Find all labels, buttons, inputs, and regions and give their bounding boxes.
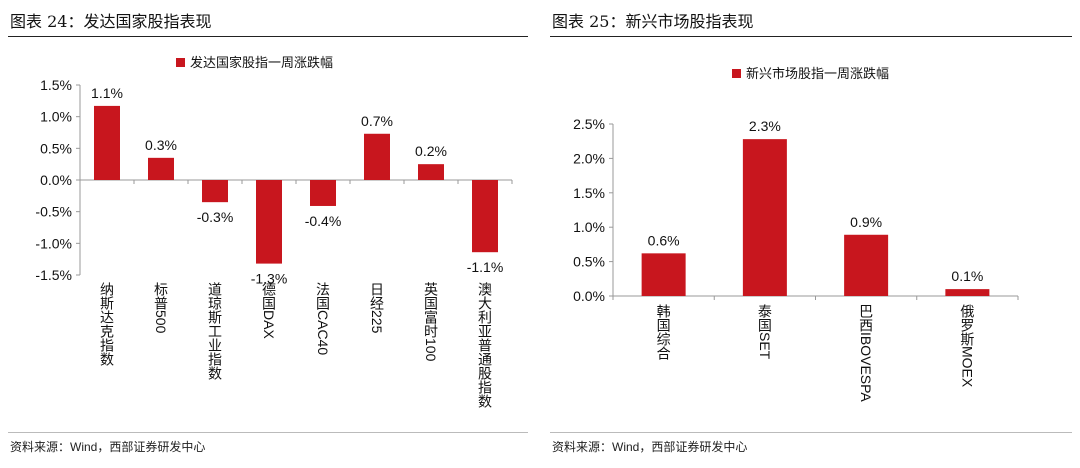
y-tick-label: 1.0%	[573, 219, 605, 235]
bar	[364, 133, 390, 180]
y-tick-label: 0.5%	[40, 140, 72, 156]
legend-swatch	[732, 69, 741, 78]
y-tick-label: -0.5%	[35, 204, 72, 220]
category-label: 法国CAC40	[315, 282, 331, 355]
y-tick-label: 1.5%	[40, 77, 72, 93]
right-chart-title: 图表 25：新兴市场股指表现	[552, 12, 754, 31]
bar	[256, 180, 282, 264]
bar	[148, 157, 174, 180]
category-label: 英国富时100	[423, 281, 439, 361]
category-label: 日经225	[369, 282, 385, 334]
y-tick-label: 0.5%	[573, 254, 605, 270]
bar	[94, 105, 120, 180]
data-label: -1.3%	[251, 271, 288, 287]
bar	[472, 180, 498, 253]
category-label: 道琼斯工业指数	[207, 282, 223, 380]
bar	[310, 180, 336, 206]
y-tick-label: 0.0%	[40, 172, 72, 188]
data-label: 2.3%	[749, 118, 781, 134]
category-label: 德国DAX	[261, 282, 277, 339]
right-bottom-rule	[550, 432, 1072, 433]
left-bottom-rule	[8, 432, 528, 433]
data-label: 0.3%	[145, 137, 177, 153]
legend-label: 发达国家股指一周涨跌幅	[190, 55, 333, 70]
right-source: 资料来源：Wind，西部证券研发中心	[552, 440, 748, 454]
data-label: -1.1%	[467, 259, 504, 275]
bar	[418, 164, 444, 180]
right-title-rule	[550, 36, 1072, 37]
y-tick-label: -1.5%	[35, 267, 72, 283]
bar	[202, 180, 228, 203]
category-label: 标普500	[153, 282, 169, 334]
data-label: 1.1%	[91, 85, 123, 101]
category-label: 泰国SET	[757, 304, 773, 360]
data-label: -0.3%	[197, 209, 234, 225]
bar	[945, 289, 990, 296]
category-label: 纳斯达克指数	[99, 282, 115, 366]
y-tick-label: 2.0%	[573, 150, 605, 166]
legend-label: 新兴市场股指一周涨跌幅	[746, 66, 889, 81]
data-label: 0.6%	[648, 232, 680, 248]
data-label: 0.9%	[850, 214, 882, 230]
y-tick-label: -1.0%	[35, 235, 72, 251]
data-label: 0.7%	[361, 113, 393, 129]
legend-swatch	[176, 58, 185, 67]
bar	[844, 234, 889, 296]
category-label: 巴西IBOVESPA	[858, 304, 874, 402]
y-tick-label: 1.5%	[573, 185, 605, 201]
bar	[641, 253, 686, 296]
y-tick-label: 2.5%	[573, 116, 605, 132]
category-label: 澳大利亚普通股指数	[477, 282, 493, 408]
category-label: 韩国综合	[656, 304, 672, 360]
y-tick-label: 1.0%	[40, 109, 72, 125]
bar	[742, 139, 787, 296]
data-label: 0.2%	[415, 143, 447, 159]
category-label: 俄罗斯MOEX	[959, 304, 975, 388]
data-label: 0.1%	[951, 268, 983, 284]
data-label: -0.4%	[305, 213, 342, 229]
y-tick-label: 0.0%	[573, 288, 605, 304]
left-title-rule	[8, 36, 528, 37]
left-source: 资料来源：Wind，西部证券研发中心	[10, 440, 206, 454]
left-chart-title: 图表 24：发达国家股指表现	[10, 12, 212, 31]
